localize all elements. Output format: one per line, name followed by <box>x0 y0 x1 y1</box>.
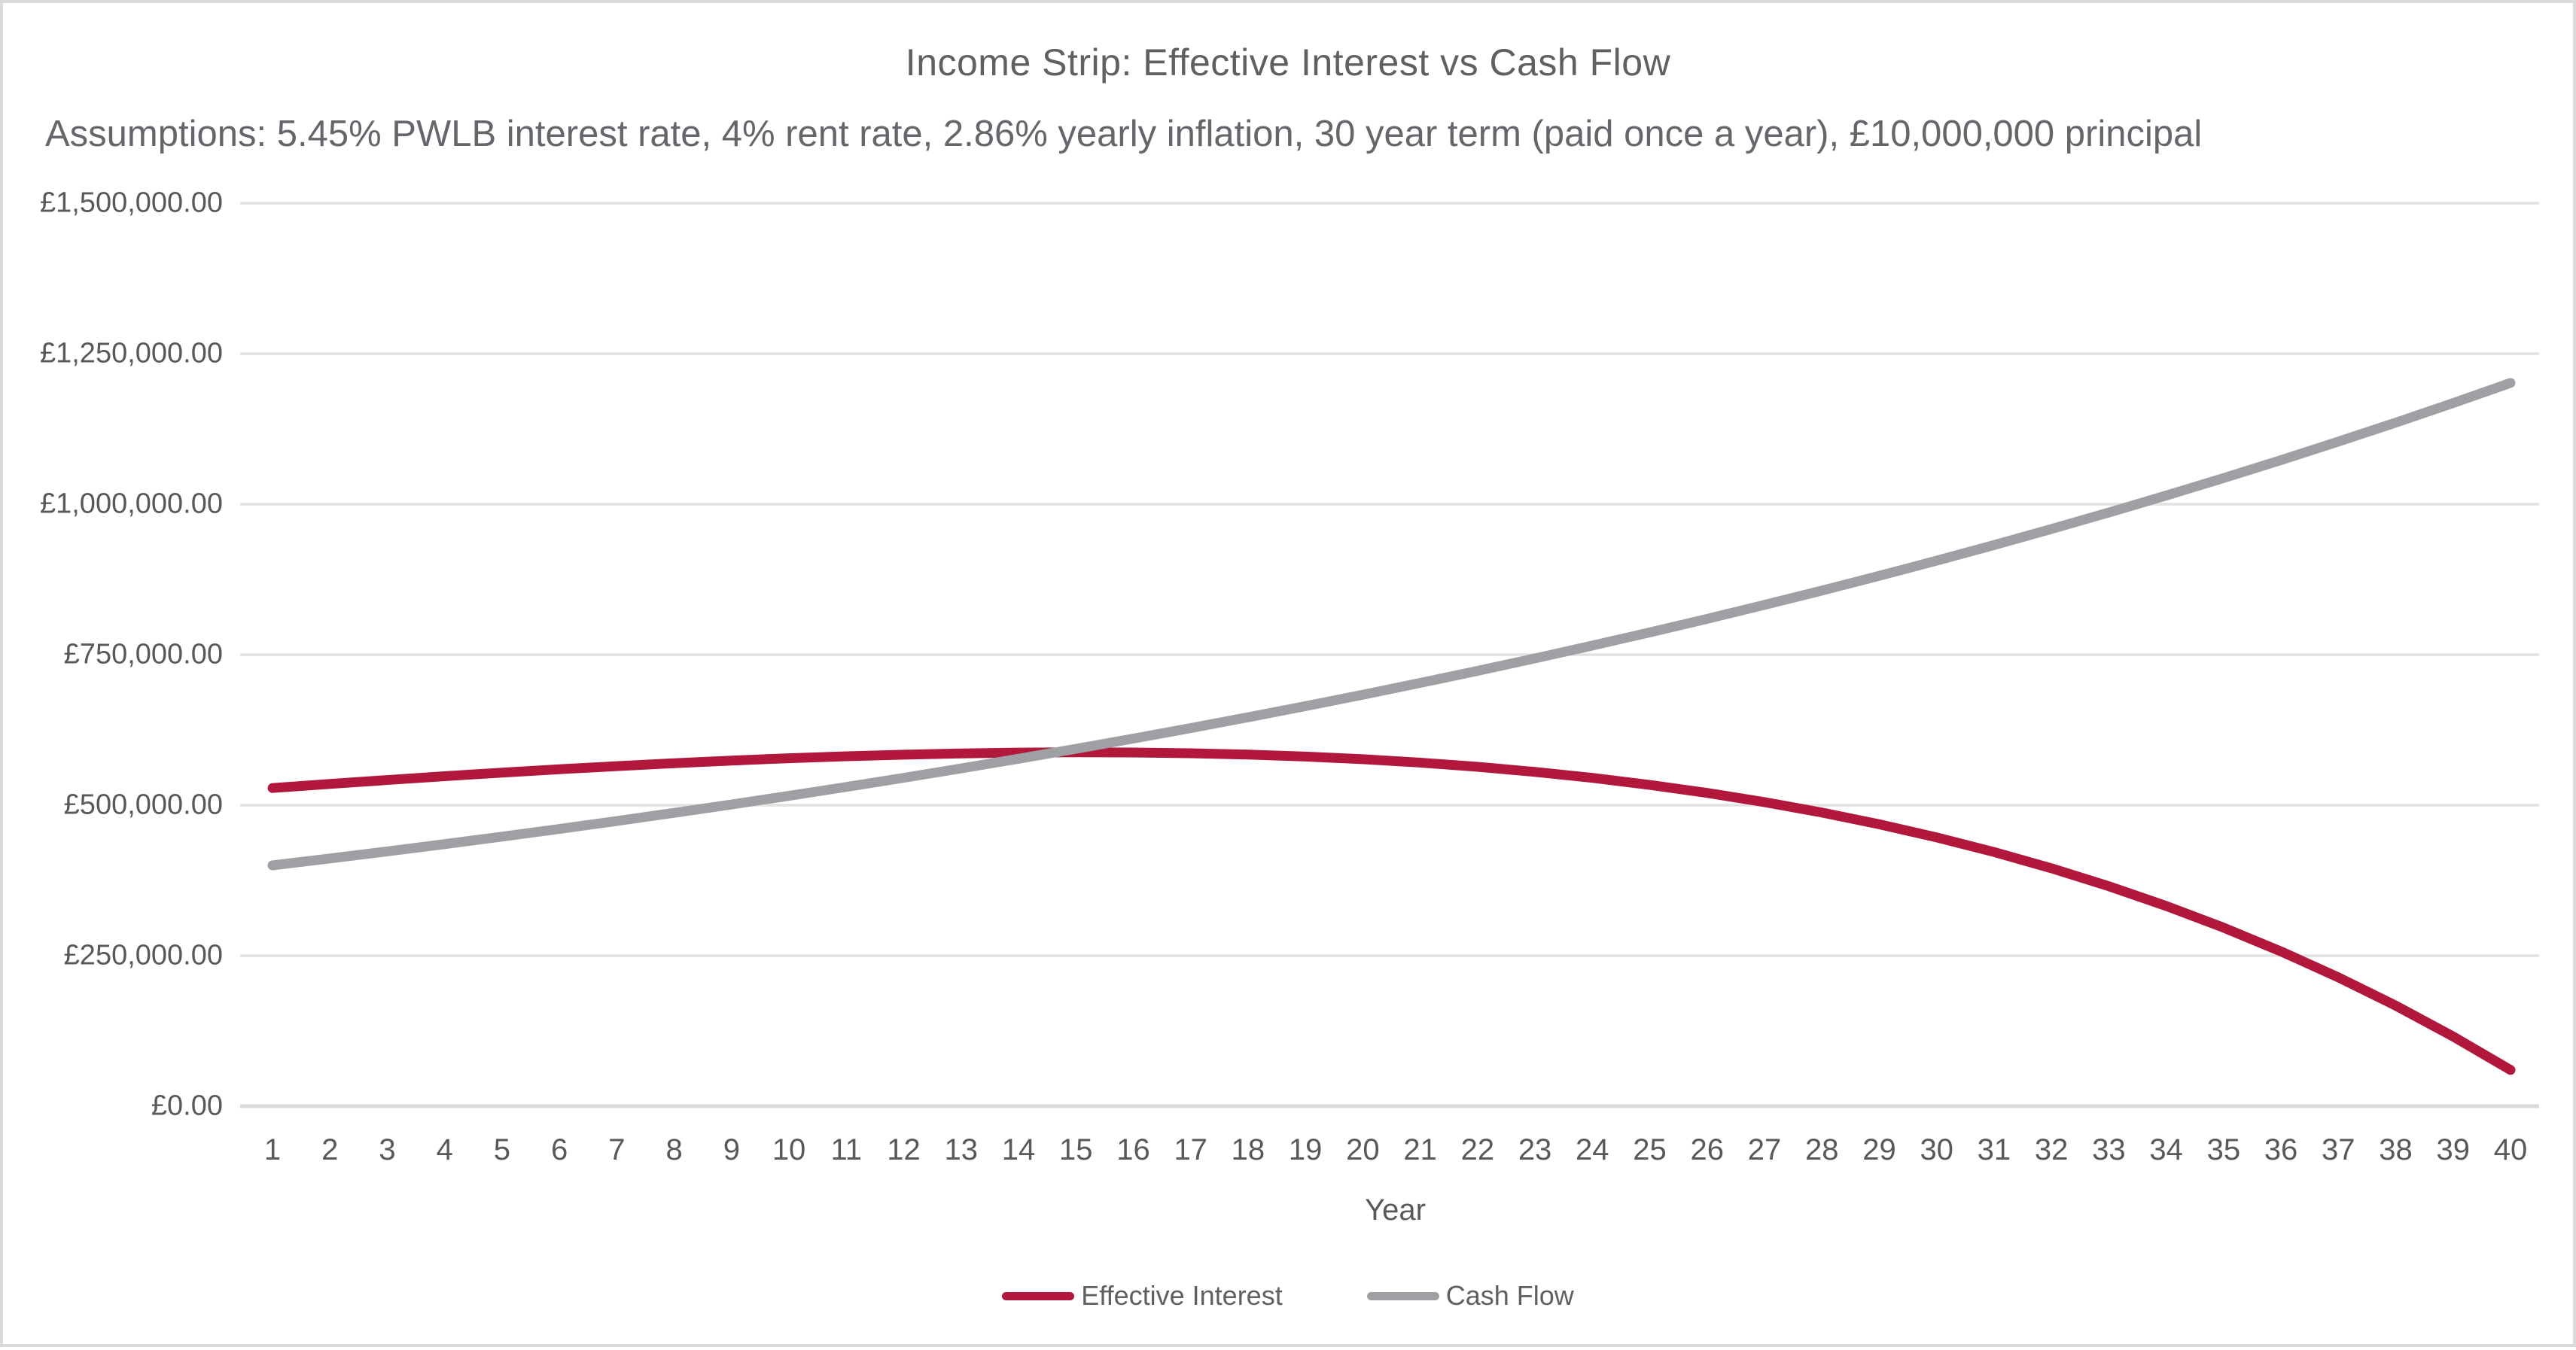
plot-area <box>240 202 2539 1108</box>
x-axis-tick-label: 33 <box>2092 1133 2126 1166</box>
x-axis-tick-label: 30 <box>1920 1133 1953 1166</box>
legend-label-cash-flow: Cash Flow <box>1445 1280 1574 1311</box>
y-axis-tick-label: £500,000.00 <box>63 789 223 821</box>
x-axis-tick-label: 27 <box>1747 1133 1782 1166</box>
x-axis-tick-label: 23 <box>1518 1133 1552 1166</box>
x-axis-tick-label: 39 <box>2436 1133 2471 1166</box>
x-axis-tick-label: 17 <box>1174 1133 1207 1166</box>
x-axis-tick-label: 11 <box>830 1133 863 1166</box>
x-axis-tick-label: 18 <box>1231 1133 1265 1166</box>
x-axis-tick-label: 16 <box>1116 1133 1150 1166</box>
legend-label-effective-interest: Effective Interest <box>1081 1280 1283 1311</box>
x-axis-tick-label: 31 <box>1977 1133 2011 1166</box>
x-axis-tick-label: 4 <box>436 1133 453 1166</box>
x-axis-tick-label: 12 <box>887 1133 921 1166</box>
x-axis-tick-label: 36 <box>2264 1133 2298 1166</box>
x-axis-tick-label: 13 <box>944 1133 979 1166</box>
x-axis-tick-label: 5 <box>493 1133 511 1166</box>
legend-item-effective-interest: Effective Interest <box>1002 1280 1283 1312</box>
x-axis-tick-label: 25 <box>1633 1133 1667 1166</box>
x-axis-tick-label: 6 <box>551 1133 568 1166</box>
x-axis-tick-label: 2 <box>321 1133 339 1166</box>
x-axis-title: Year <box>1365 1193 1426 1227</box>
x-axis-tick-label: 19 <box>1288 1133 1323 1166</box>
y-axis-tick-label: £1,000,000.00 <box>39 488 223 520</box>
x-axis-tick-label: 8 <box>665 1133 683 1166</box>
x-axis-tick-label: 1 <box>263 1133 282 1166</box>
x-axis-tick-label: 26 <box>1690 1133 1725 1166</box>
x-axis-tick-label: 34 <box>2149 1133 2183 1166</box>
x-axis-tick-label: 35 <box>2206 1133 2241 1166</box>
cash-flow-line <box>267 378 2516 871</box>
x-axis-tick-label: 10 <box>772 1133 806 1166</box>
x-axis-tick-label: 3 <box>379 1133 396 1166</box>
x-axis-tick-label: 32 <box>2034 1133 2069 1166</box>
legend: Effective Interest Cash Flow <box>3 1278 2573 1314</box>
y-axis-tick-label: £1,250,000.00 <box>39 337 223 369</box>
y-axis-tick-label: £1,500,000.00 <box>39 187 223 219</box>
x-axis-tick-label: 38 <box>2379 1133 2413 1166</box>
x-axis-tick-label: 24 <box>1576 1133 1609 1166</box>
y-axis-tick-label: £750,000.00 <box>63 638 223 670</box>
x-axis-tick-label: 22 <box>1460 1133 1495 1166</box>
legend-item-cash-flow: Cash Flow <box>1366 1280 1574 1312</box>
x-axis-tick-label: 21 <box>1403 1133 1437 1166</box>
x-axis-tick-label: 9 <box>723 1133 740 1166</box>
effective-interest-line <box>267 747 2516 1075</box>
cash-flow-line-swatch <box>1366 1291 1439 1300</box>
chart-subtitle: Assumptions: 5.45% PWLB interest rate, 4… <box>45 114 2203 154</box>
x-axis-tick-label: 20 <box>1346 1133 1380 1166</box>
effective-interest-line-swatch <box>1002 1291 1075 1300</box>
x-axis-tick-label: 28 <box>1804 1133 1839 1166</box>
y-axis-tick-label: £250,000.00 <box>63 939 223 971</box>
x-axis-tick-label: 37 <box>2322 1133 2355 1166</box>
chart-title: Income Strip: Effective Interest vs Cash… <box>905 41 1671 84</box>
x-axis-tick-label: 29 <box>1862 1133 1896 1166</box>
x-axis-tick-label: 15 <box>1058 1133 1093 1166</box>
x-axis-tick-label: 7 <box>608 1133 626 1166</box>
x-axis-tick-label: 14 <box>1001 1133 1036 1166</box>
y-axis-tick-label: £0.00 <box>151 1090 223 1122</box>
x-axis-tick-label: 40 <box>2493 1133 2528 1166</box>
